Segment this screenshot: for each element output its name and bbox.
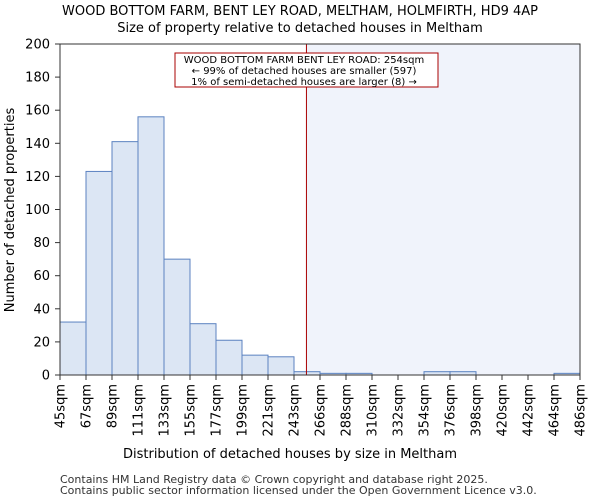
x-axis-label: Distribution of detached houses by size … bbox=[123, 447, 457, 462]
x-tick-label: 45sqm bbox=[54, 384, 69, 428]
y-tick-label: 140 bbox=[25, 137, 50, 152]
y-tick-label: 120 bbox=[25, 170, 50, 185]
x-tick-label: 243sqm bbox=[288, 384, 303, 437]
x-tick-label: 354sqm bbox=[418, 384, 433, 437]
x-tick-label: 221sqm bbox=[262, 384, 277, 437]
x-tick-label: 155sqm bbox=[184, 384, 199, 437]
y-tick-label: 160 bbox=[25, 104, 50, 119]
y-tick-label: 20 bbox=[33, 335, 50, 350]
x-tick-label: 486sqm bbox=[574, 384, 589, 437]
histogram-bar bbox=[111, 141, 139, 376]
x-tick-label: 89sqm bbox=[106, 384, 121, 428]
x-tick-label: 310sqm bbox=[366, 384, 381, 437]
histogram-bar bbox=[267, 356, 295, 376]
x-tick-label: 442sqm bbox=[522, 384, 537, 437]
annotation-line1: WOOD BOTTOM FARM BENT LEY ROAD: 254sqm bbox=[184, 55, 424, 66]
annotation-line3: 1% of semi-detached houses are larger (8… bbox=[191, 77, 417, 88]
highlight-region bbox=[306, 44, 580, 375]
footer-line1: Contains HM Land Registry data © Crown c… bbox=[60, 473, 488, 486]
y-tick-label: 80 bbox=[33, 236, 50, 251]
x-tick-label: 398sqm bbox=[470, 384, 485, 437]
histogram-bar bbox=[85, 170, 113, 376]
x-tick-label: 266sqm bbox=[314, 384, 329, 437]
histogram-bar bbox=[59, 321, 87, 376]
y-tick-label: 200 bbox=[25, 38, 50, 53]
y-tick-label: 180 bbox=[25, 71, 50, 86]
histogram-bar bbox=[241, 354, 269, 376]
y-tick-label: 60 bbox=[33, 269, 50, 284]
y-tick-label: 40 bbox=[33, 302, 50, 317]
histogram-bar bbox=[137, 116, 165, 376]
y-tick-label: 0 bbox=[42, 369, 50, 384]
property-annotation: WOOD BOTTOM FARM BENT LEY ROAD: 254sqm ←… bbox=[174, 52, 439, 88]
annotation-line2: ← 99% of detached houses are smaller (59… bbox=[192, 66, 417, 77]
x-tick-label: 199sqm bbox=[236, 384, 251, 437]
y-axis-label: Number of detached properties bbox=[3, 108, 18, 313]
annotation-box bbox=[174, 52, 439, 88]
histogram-bar bbox=[215, 339, 243, 376]
footer-line2: Contains public sector information licen… bbox=[60, 484, 537, 497]
x-tick-label: 133sqm bbox=[158, 384, 173, 437]
x-tick-label: 376sqm bbox=[444, 384, 459, 437]
y-tick-label: 100 bbox=[25, 203, 50, 218]
histogram-bar bbox=[163, 258, 191, 376]
x-tick-label: 177sqm bbox=[210, 384, 225, 437]
histogram-bar bbox=[189, 323, 217, 376]
x-tick-label: 288sqm bbox=[340, 384, 355, 437]
x-tick-label: 464sqm bbox=[548, 384, 563, 437]
chart-subtitle: Size of property relative to detached ho… bbox=[117, 21, 483, 36]
x-tick-label: 111sqm bbox=[132, 384, 147, 437]
x-tick-label: 67sqm bbox=[80, 384, 95, 428]
x-tick-label: 420sqm bbox=[496, 384, 511, 437]
chart-title: WOOD BOTTOM FARM, BENT LEY ROAD, MELTHAM… bbox=[62, 4, 538, 19]
x-tick-label: 332sqm bbox=[392, 384, 407, 437]
